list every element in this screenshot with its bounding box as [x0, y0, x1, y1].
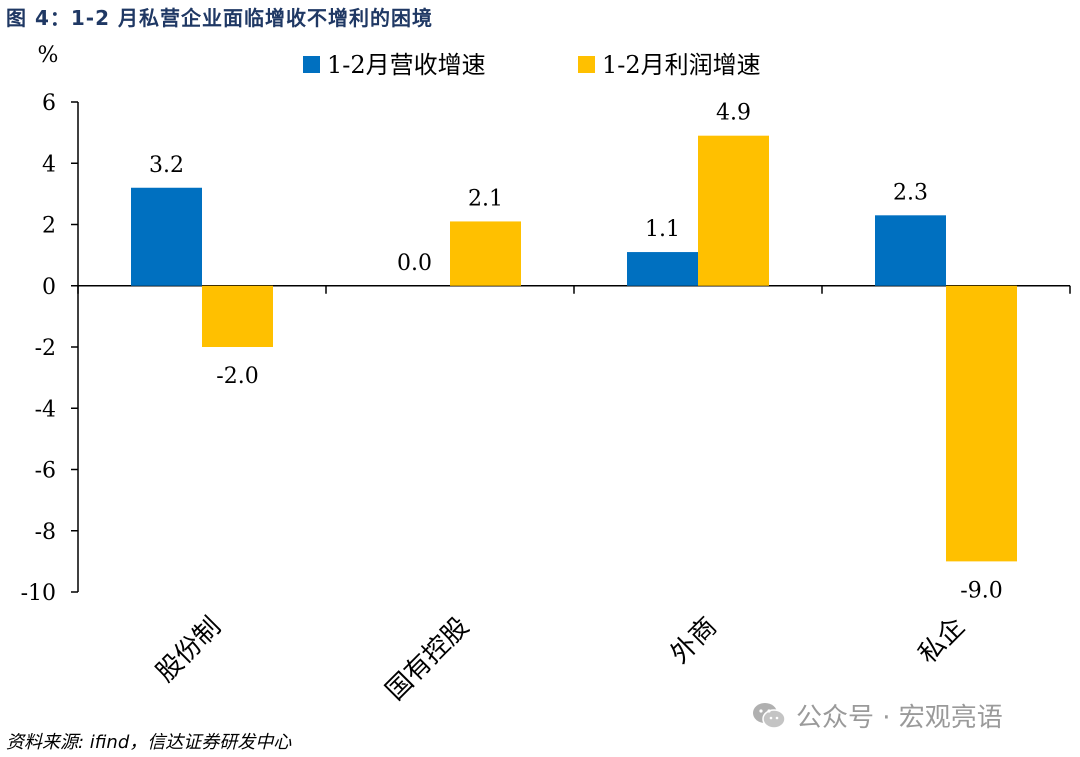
chart-axes: 6 4 2 0 -2 -4 -6 -8 -10% 股份制 国有控股 外商 私企 — [21, 43, 1071, 707]
bar — [627, 252, 698, 286]
data-label: 2.1 — [468, 186, 503, 211]
x-category-label: 国有控股 — [380, 612, 475, 707]
legend-swatch — [303, 56, 320, 73]
data-label: 0.0 — [397, 251, 432, 276]
chart-bars — [131, 135, 1017, 562]
bar — [698, 135, 769, 286]
y-tick-label: 2 — [42, 214, 56, 239]
bar — [946, 285, 1017, 562]
legend-label: 1-2月营收增速 — [327, 51, 486, 79]
y-tick-label: 0 — [42, 275, 56, 300]
data-label: 2.3 — [893, 180, 928, 205]
x-category-label: 股份制 — [151, 612, 227, 688]
watermark: 公众号 · 宏观亮语 — [752, 697, 1003, 734]
data-label: 1.1 — [645, 217, 680, 242]
legend-swatch — [578, 56, 595, 73]
y-axis-unit: % — [38, 43, 59, 68]
bar — [131, 187, 202, 286]
data-label: 4.9 — [716, 101, 751, 126]
y-tick-label: -6 — [35, 459, 56, 484]
data-label: -9.0 — [960, 578, 1002, 603]
figure-title: 图 4：1-2 月私营企业面临增收不增利的困境 — [6, 6, 433, 30]
wechat-icon — [753, 702, 786, 729]
y-tick-label: 4 — [42, 152, 56, 177]
bar — [450, 221, 521, 286]
legend-label: 1-2月利润增速 — [602, 51, 761, 79]
data-label: -2.0 — [216, 364, 258, 389]
y-tick-label: 6 — [42, 91, 56, 116]
y-tick-label: -10 — [21, 581, 56, 606]
bar — [875, 215, 946, 286]
y-tick-label: -2 — [35, 336, 56, 361]
x-category-label: 私企 — [913, 612, 971, 670]
chart-data-labels: 3.2 0.0 1.1 2.3 -2.0 2.1 4.9 -9.0 — [149, 101, 1003, 604]
y-tick-label: -4 — [35, 397, 56, 422]
watermark-text: 公众号 · 宏观亮语 — [796, 703, 1003, 733]
bar — [202, 285, 273, 347]
source-note: 资料来源: ifind，信达证券研发中心 — [6, 732, 292, 753]
y-tick-label: -8 — [35, 520, 56, 545]
chart-legend: 1-2月营收增速 1-2月利润增速 — [303, 51, 761, 79]
data-label: 3.2 — [149, 153, 184, 178]
x-category-label: 外商 — [665, 612, 723, 670]
